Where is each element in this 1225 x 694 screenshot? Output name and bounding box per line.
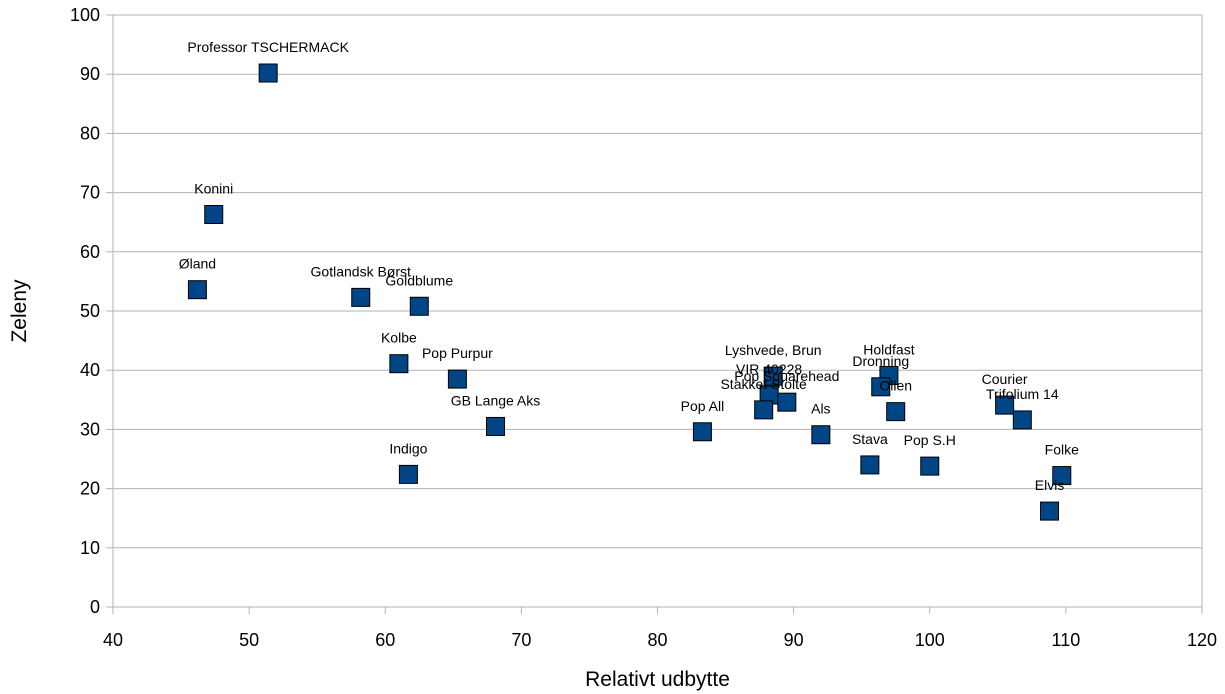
x-tick-label: 100 xyxy=(915,630,945,650)
data-point xyxy=(409,296,429,316)
x-tick-label: 80 xyxy=(647,630,667,650)
data-point xyxy=(258,63,278,83)
data-point-label: Pop Squarehead xyxy=(734,368,839,384)
gridlines xyxy=(113,14,1202,549)
data-point xyxy=(754,400,774,420)
data-point-label: Pop All xyxy=(681,398,725,414)
x-tick-label: 90 xyxy=(784,630,804,650)
axes xyxy=(106,14,1203,614)
data-point-label: Indigo xyxy=(389,440,427,456)
x-tick-label: 120 xyxy=(1187,630,1217,650)
data-point-label: Konini xyxy=(194,181,233,197)
data-point-label: Øland xyxy=(179,256,216,272)
data-point xyxy=(1052,466,1072,486)
data-point-label: Trifolium 14 xyxy=(986,386,1059,402)
x-axis-title: Relativt udbytte xyxy=(585,668,730,691)
data-point xyxy=(351,287,371,307)
data-point-label: Goldblume xyxy=(385,272,453,288)
data-point xyxy=(187,280,207,300)
x-tick-label: 60 xyxy=(375,630,395,650)
data-point-label: Dronning xyxy=(852,353,909,369)
y-tick-label: 40 xyxy=(80,360,100,380)
data-point-label: VIR 40228 xyxy=(736,361,802,377)
data-point xyxy=(1040,501,1060,521)
y-tick-label: 10 xyxy=(80,538,100,558)
data-point-label: Stakket Stolte xyxy=(720,376,807,392)
data-point-label: Als xyxy=(811,401,830,417)
data-point xyxy=(398,464,418,484)
data-point-label: Ollen xyxy=(879,378,912,394)
data-point-label: Gotlandsk Børst xyxy=(311,263,411,279)
y-tick-label: 90 xyxy=(80,64,100,84)
data-point xyxy=(486,416,506,436)
data-point-label: Pop S.H xyxy=(904,432,956,448)
data-point xyxy=(886,402,906,422)
data-point-label: Stava xyxy=(852,431,888,447)
data-point xyxy=(763,366,783,386)
data-point-label: Courier xyxy=(982,371,1028,387)
data-point xyxy=(389,354,409,374)
data-point xyxy=(777,392,797,412)
data-point xyxy=(692,422,712,442)
y-tick-label: 50 xyxy=(80,301,100,321)
data-point xyxy=(811,425,831,445)
y-tick-label: 80 xyxy=(80,123,100,143)
x-tick-label: 40 xyxy=(103,630,123,650)
data-point-label: GB Lange Aks xyxy=(451,392,541,408)
data-point-label: Kolbe xyxy=(381,330,417,346)
y-tick-label: 100 xyxy=(70,5,100,25)
data-point-label: Holdfast xyxy=(863,342,914,358)
data-point xyxy=(871,377,891,397)
tick-labels: 0 10 20 30 40 50 60 70 80 90 100 40 50 60 70 80 90 100 110… xyxy=(70,5,1217,650)
data-point xyxy=(204,205,224,225)
y-tick-label: 60 xyxy=(80,242,100,262)
y-tick-label: 70 xyxy=(80,183,100,203)
data-point xyxy=(995,395,1015,415)
data-point-label: Pop Purpur xyxy=(422,345,493,361)
y-axis-title: Zeleny xyxy=(8,279,31,343)
x-tick-label: 50 xyxy=(239,630,259,650)
y-tick-label: 0 xyxy=(90,597,100,617)
x-tick-label: 110 xyxy=(1052,630,1081,650)
data-point-label: Professor TSCHERMACK xyxy=(187,39,349,55)
x-tick-label: 70 xyxy=(511,630,531,650)
data-point xyxy=(1012,410,1032,430)
data-point-label: Lyshvede, Brun xyxy=(725,342,822,358)
data-point xyxy=(447,369,467,389)
data-points xyxy=(187,63,1072,521)
point-labels: Professor TSCHERMACK Konini Øland Gotlandsk… xyxy=(179,39,1079,493)
data-point xyxy=(920,456,940,476)
data-point xyxy=(860,455,880,475)
y-tick-label: 30 xyxy=(80,419,100,439)
y-tick-label: 20 xyxy=(80,479,100,499)
data-point-label: Elvis xyxy=(1035,477,1065,493)
data-point-label: Folke xyxy=(1045,442,1079,458)
